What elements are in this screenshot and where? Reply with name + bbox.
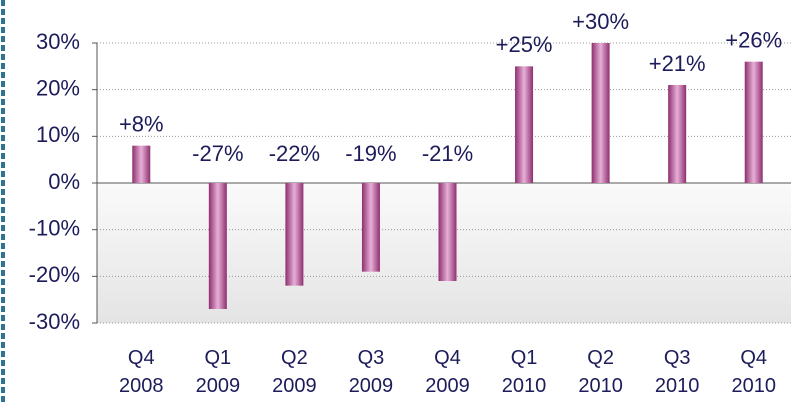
x-tick-label: Q2 2010	[578, 347, 623, 397]
value-label: +30%	[572, 9, 629, 34]
value-label: -19%	[345, 141, 396, 166]
y-tick-label: 0%	[48, 169, 80, 194]
x-tick-label: Q3 2010	[654, 347, 700, 397]
y-tick-label: 20%	[36, 75, 80, 100]
value-label: +21%	[649, 51, 706, 76]
y-tick-label: 10%	[36, 122, 80, 147]
y-tick-label: -30%	[29, 309, 80, 334]
value-label: -22%	[269, 141, 320, 166]
value-label: -27%	[192, 141, 243, 166]
bar	[132, 145, 151, 183]
bar	[361, 183, 380, 272]
x-tick-label: Q4 2010	[731, 347, 776, 397]
bar	[438, 183, 457, 281]
x-tick-label: Q1 2009	[195, 347, 241, 397]
value-label: +26%	[725, 27, 782, 52]
value-label: +8%	[119, 111, 164, 136]
y-tick-label: 30%	[36, 29, 80, 54]
bar	[285, 183, 304, 286]
x-tick-label: Q1 2010	[501, 347, 547, 397]
y-tick-label: -20%	[29, 262, 80, 287]
bar	[591, 43, 610, 183]
y-tick-label: -10%	[29, 215, 80, 240]
bar	[744, 61, 763, 183]
value-label: +25%	[496, 32, 553, 57]
x-tick-label: Q4 2008	[119, 347, 164, 397]
x-tick-label: Q3 2009	[348, 347, 394, 397]
x-tick-label: Q2 2009	[272, 347, 317, 397]
x-tick-label: Q4 2009	[425, 347, 470, 397]
bar	[208, 183, 227, 309]
bar	[515, 66, 534, 183]
bar	[668, 85, 687, 183]
value-label: -21%	[422, 141, 473, 166]
